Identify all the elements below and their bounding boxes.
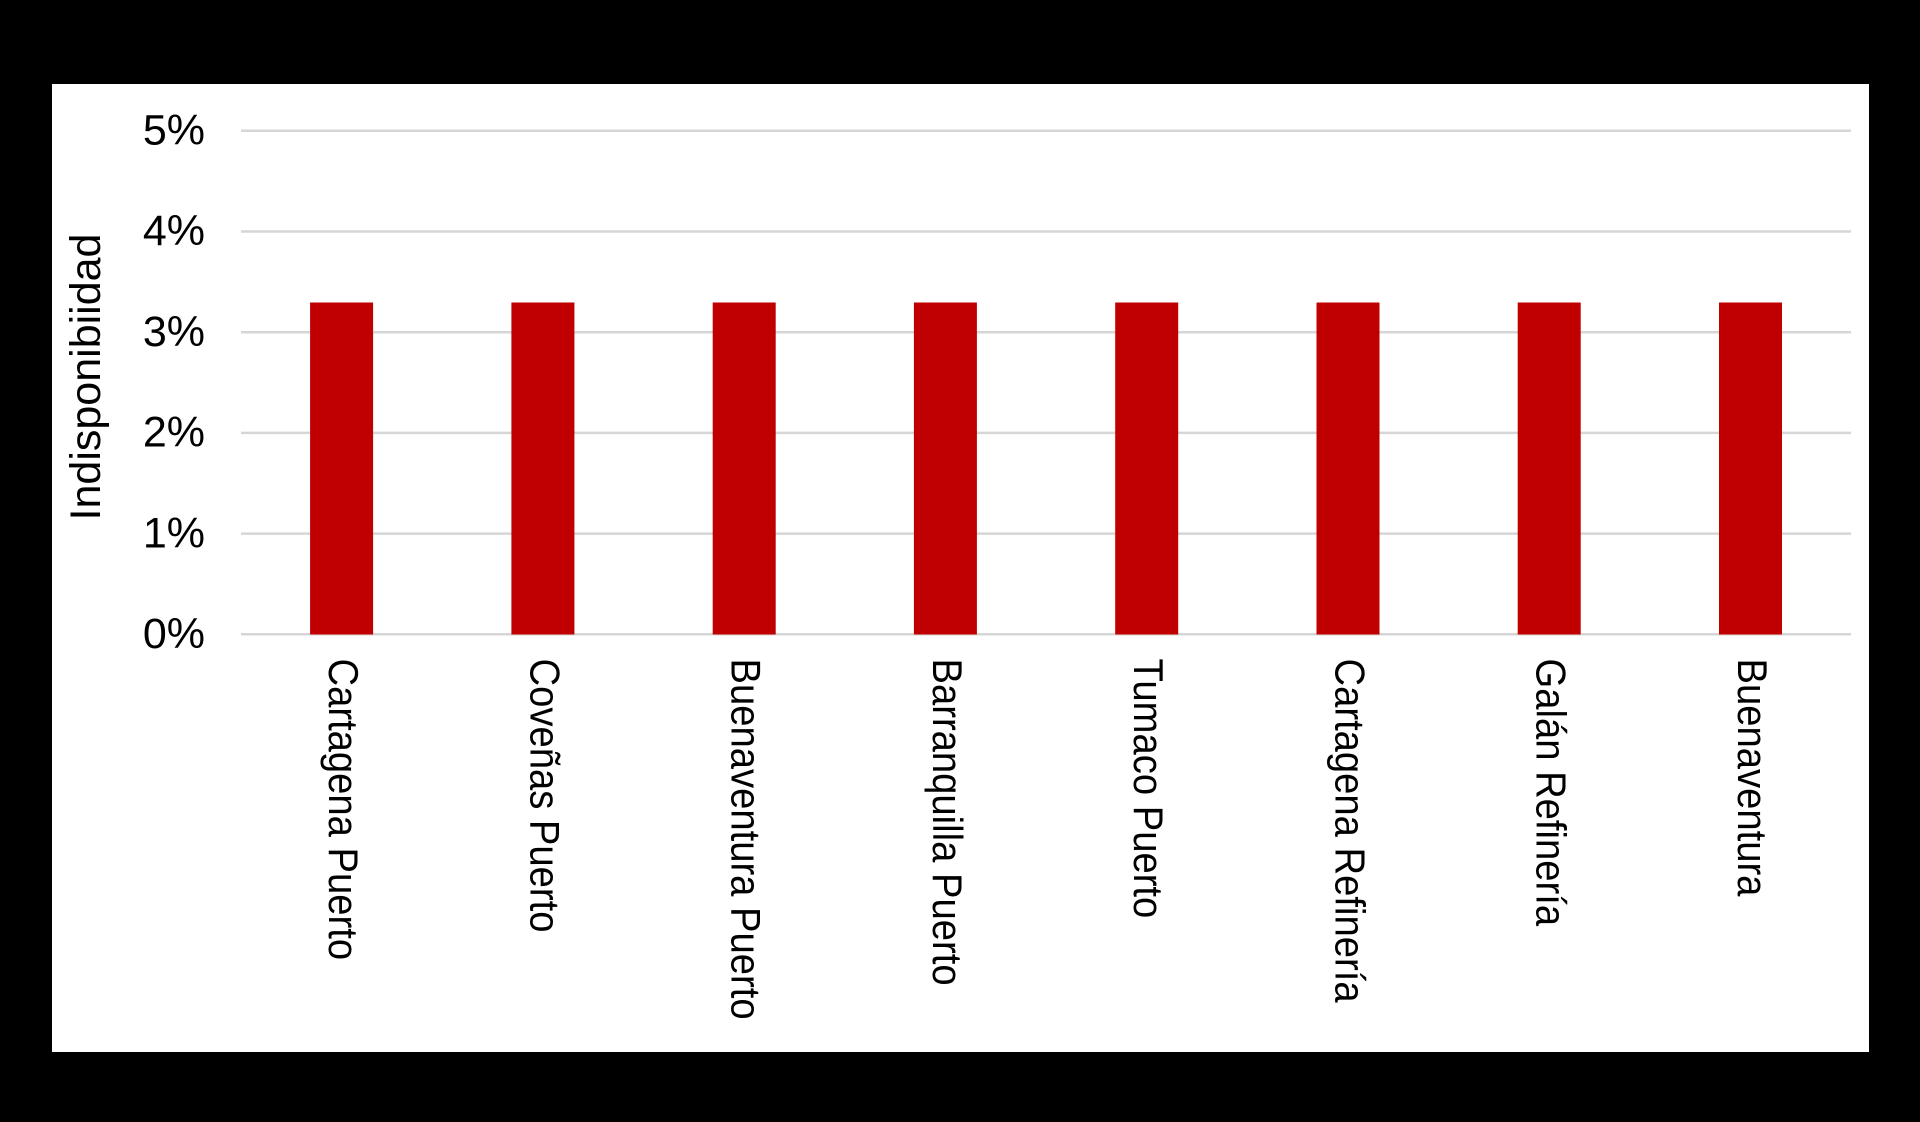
svg-text:Indisponibiidad: Indisponibiidad [62, 234, 110, 521]
svg-text:1%: 1% [143, 509, 205, 557]
svg-text:Galán Refinería: Galán Refinería [1527, 659, 1574, 927]
svg-text:Coveñas Puerto: Coveñas Puerto [521, 659, 568, 933]
svg-text:4%: 4% [143, 207, 205, 255]
svg-text:5%: 5% [143, 107, 205, 155]
svg-text:Buenaventura: Buenaventura [1728, 659, 1775, 898]
svg-text:Cartagena Puerto: Cartagena Puerto [320, 659, 367, 961]
svg-text:0%: 0% [143, 610, 205, 658]
svg-text:Cartagena Refinería: Cartagena Refinería [1326, 659, 1373, 1004]
svg-text:Barranquilla Puerto: Barranquilla Puerto [923, 659, 970, 986]
svg-text:Tumaco Puerto: Tumaco Puerto [1125, 659, 1172, 919]
svg-text:3%: 3% [143, 308, 205, 356]
svg-text:2%: 2% [143, 409, 205, 457]
svg-text:Buenaventura Puerto: Buenaventura Puerto [722, 659, 769, 1020]
